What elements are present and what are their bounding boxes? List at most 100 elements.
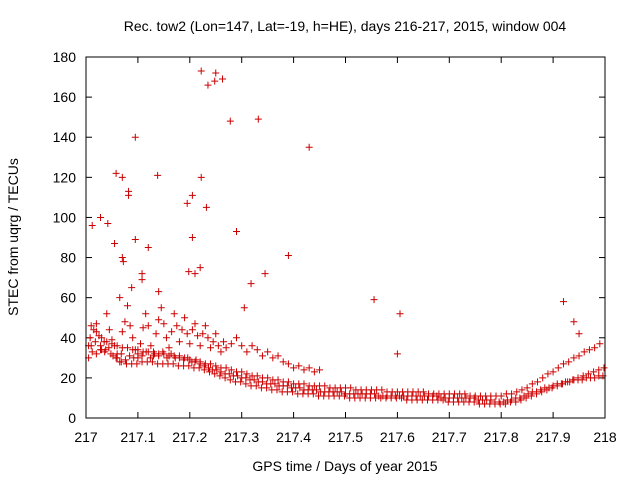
data-point (204, 364, 212, 372)
data-point (584, 370, 592, 378)
data-point (279, 358, 287, 366)
data-point (398, 394, 406, 402)
data-point (113, 342, 121, 350)
data-point (316, 366, 324, 374)
data-point (188, 234, 196, 241)
data-point (233, 334, 241, 342)
data-point (227, 366, 235, 374)
data-point (103, 338, 111, 346)
data-point (129, 334, 137, 342)
data-point (183, 330, 191, 338)
data-point (206, 368, 214, 376)
data-point (130, 354, 138, 362)
data-point (217, 348, 225, 356)
y-tick-label: 20 (60, 370, 76, 386)
data-point (213, 366, 221, 374)
data-point (131, 133, 139, 141)
data-point (186, 356, 194, 364)
data-point (165, 344, 173, 352)
data-point (248, 342, 256, 350)
data-point (147, 342, 155, 350)
data-point (197, 173, 205, 181)
data-point (97, 213, 105, 221)
data-point (111, 240, 119, 248)
data-point (170, 352, 178, 360)
data-point (178, 326, 186, 334)
data-point (121, 318, 129, 326)
data-point (575, 352, 583, 360)
data-point (513, 388, 521, 396)
data-point (149, 348, 157, 356)
data-point (191, 270, 199, 278)
data-point (261, 270, 269, 278)
data-point (242, 380, 250, 388)
data-point (194, 332, 202, 340)
data-point (254, 115, 262, 123)
data-point (264, 374, 272, 382)
data-point (204, 334, 212, 342)
data-point (238, 342, 246, 350)
data-point (91, 338, 99, 346)
data-point (144, 322, 152, 330)
data-point (108, 340, 116, 348)
axes-group: 217 217.1 217.2 217.3 217.4 217.5 217.6 217.7 21… (53, 49, 617, 445)
data-point (528, 380, 536, 388)
data-point (300, 380, 308, 388)
data-point (105, 326, 113, 334)
data-point (470, 398, 478, 406)
data-point (574, 374, 582, 382)
x-tick-label: 217.5 (328, 429, 363, 445)
data-point (118, 328, 126, 336)
data-point (175, 338, 183, 346)
data-point (595, 366, 603, 374)
data-point (569, 376, 577, 384)
data-point (212, 362, 220, 370)
data-point (185, 268, 193, 276)
data-point (242, 374, 250, 382)
x-tick-label: 217.1 (120, 429, 155, 445)
x-tick-label: 217 (74, 429, 98, 445)
data-point (312, 386, 320, 394)
y-tick-label: 100 (53, 209, 77, 225)
data-point (117, 350, 125, 358)
data-point (154, 171, 162, 179)
data-point (126, 322, 134, 330)
data-point (532, 390, 540, 398)
y-tick-label: 40 (60, 330, 76, 346)
data-point (218, 75, 226, 83)
data-point (527, 392, 535, 400)
data-point (124, 344, 132, 352)
data-point (138, 276, 146, 284)
data-point (337, 388, 345, 396)
chart-title: Rec. tow2 (Lon=147, Lat=-19, h=HE), days… (124, 18, 567, 34)
data-point (321, 382, 329, 390)
data-point (233, 227, 241, 235)
data-point (121, 356, 129, 364)
data-point (92, 350, 100, 358)
x-tick-label: 217.6 (380, 429, 415, 445)
data-point (570, 318, 578, 326)
data-point (118, 173, 126, 181)
data-point (98, 334, 106, 342)
data-point (191, 320, 199, 328)
data-point (148, 358, 156, 366)
x-axis-label: GPS time / Days of year 2015 (252, 458, 437, 474)
data-point (200, 366, 208, 374)
data-point (269, 354, 277, 362)
data-point (393, 350, 401, 358)
y-tick-label: 140 (53, 129, 77, 145)
data-point (289, 388, 297, 396)
data-point (284, 252, 292, 260)
data-point (579, 372, 587, 380)
data-point (88, 348, 96, 356)
data-point (263, 384, 271, 392)
data-point (116, 294, 124, 302)
data-point (87, 322, 95, 330)
data-point (131, 236, 139, 244)
data-point (222, 344, 230, 352)
data-point (538, 388, 546, 396)
data-point (188, 326, 196, 334)
data-point (237, 378, 245, 386)
data-point (186, 340, 194, 348)
data-point (226, 376, 234, 384)
